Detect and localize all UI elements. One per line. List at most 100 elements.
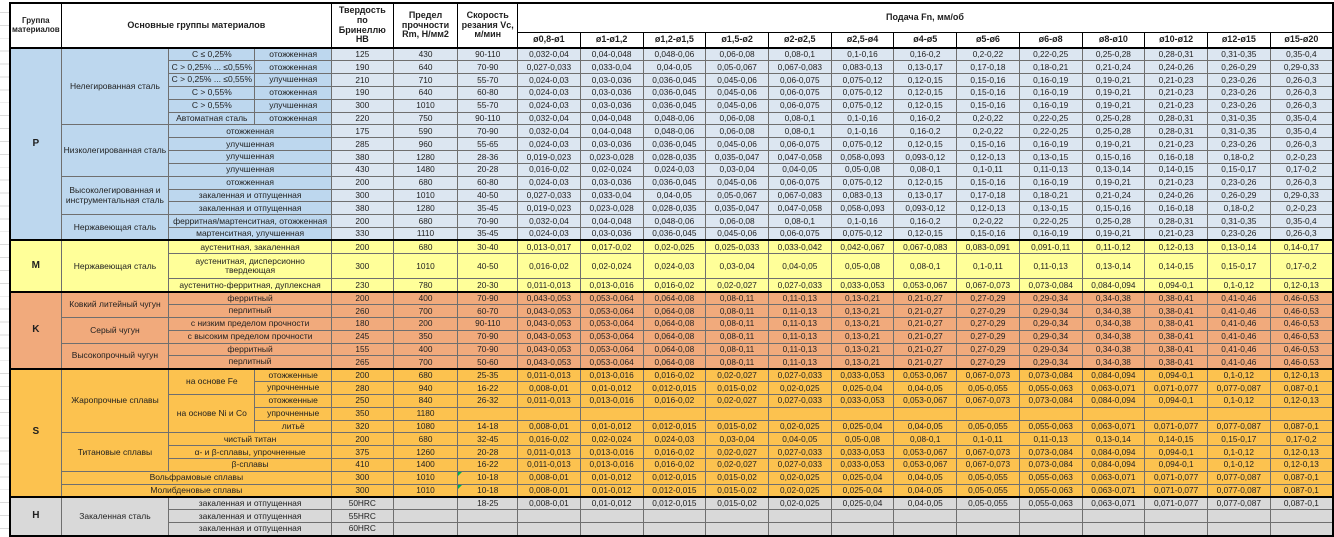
strength-cell: 750 — [392, 111, 459, 126]
feed-cell: 0,13-0,21 — [830, 290, 895, 306]
feed-cell: 0,19-0,21 — [1081, 227, 1146, 241]
material-row: α- и β-сплавы, упрочненные 375 1260 20-28 0,… — [10, 445, 1334, 460]
feed-cell: 0,071-0,077 — [1144, 483, 1208, 498]
feed-cell: 0,29-0,34 — [1018, 304, 1083, 318]
feed-cell: 0,067-0,083 — [893, 239, 958, 254]
hardness-cell: 200 — [330, 214, 394, 229]
feed-cell: 0,04-0,05 — [642, 60, 707, 75]
feed-cell: 0,29-0,34 — [1018, 329, 1083, 344]
feed-cell — [830, 406, 895, 421]
feed-col-header-12: ø15-ø20 — [1269, 32, 1334, 49]
material-row: Нержавеющая сталь ферритная/мартенситная,… — [10, 214, 1334, 241]
feed-cell: 0,12-0,13 — [1269, 393, 1334, 408]
material-row: закаленная и отпущенная 380 1280 35-45 0,019… — [10, 201, 1334, 216]
feed-cell: 0,067-0,073 — [956, 278, 1020, 293]
feed-cell: 0,21-0,23 — [1144, 73, 1208, 87]
feed-cell: 0,024-0,03 — [642, 432, 707, 447]
material-label: отожженная — [254, 85, 332, 100]
feed-cell: 0,08-0,11 — [705, 316, 769, 331]
material-row: Автоматная сталь отожженная 220 750 90-110 0,… — [10, 111, 1334, 126]
feed-cell: 0,087-0,1 — [1269, 496, 1334, 511]
feed-cell: 0,04-0,05 — [767, 252, 832, 280]
feed-cell: 0,055-0,063 — [1018, 381, 1083, 395]
feed-cell — [1269, 406, 1334, 421]
feed-cell: 0,34-0,38 — [1081, 355, 1146, 370]
feed-col-header-1: ø1-ø1,2 — [579, 32, 644, 49]
material-row: Молибденовые сплавы 300 1010 10-18 0,008-0,0… — [10, 483, 1334, 498]
feed-cell — [1081, 406, 1146, 421]
feed-cell: 0,28-0,31 — [1144, 124, 1208, 139]
feed-cell: 0,11-0,13 — [767, 329, 832, 344]
feed-cell: 0,41-0,46 — [1206, 355, 1271, 370]
feed-cell: 0,05-0,08 — [830, 252, 895, 280]
feed-cell: 0,06-0,075 — [767, 98, 832, 113]
feed-cell: 0,29-0,33 — [1269, 188, 1334, 203]
feed-cell: 0,16-0,2 — [893, 47, 958, 62]
feed-cell: 0,38-0,41 — [1144, 290, 1208, 306]
feed-cell: 0,34-0,38 — [1081, 316, 1146, 331]
feed-cell: 0,27-0,29 — [956, 304, 1020, 318]
feed-cell — [1018, 406, 1083, 421]
feed-cell: 0,34-0,38 — [1081, 329, 1146, 344]
material-label: закаленная и отпущенная — [168, 188, 332, 203]
hardness-cell: 200 — [330, 290, 394, 306]
material-row: мартенситная, улучшенная 330 1110 35-45 0,02… — [10, 227, 1334, 241]
strength-cell: 840 — [392, 393, 459, 408]
feed-cell — [1206, 406, 1271, 421]
feed-cell: 0,08-0,1 — [893, 432, 958, 447]
feed-cell: 0,1-0,12 — [1206, 458, 1271, 472]
feed-cell: 0,083-0,13 — [830, 60, 895, 75]
table-body: P Нелегированная сталь C ≤ 0,25% отожженная… — [9, 46, 1334, 537]
material-row: аустенитная, дисперсионно твердеющая 300 1… — [10, 252, 1334, 280]
header-brinell-hardness: Твердость по Бринеллю HB — [330, 2, 394, 49]
feed-cell: 0,043-0,053 — [517, 290, 581, 306]
feed-col-header-4: ø2-ø2,5 — [767, 32, 832, 49]
material-label: отожженные — [254, 393, 332, 408]
hardness-cell: 265 — [330, 355, 394, 370]
feed-cell: 0,06-0,075 — [767, 227, 832, 241]
header-material-group: Группа материалов — [9, 2, 62, 49]
feed-cell: 0,047-0,058 — [767, 201, 832, 216]
material-label: ферритная/мартенситная, отожженная — [168, 214, 332, 229]
feed-cell — [767, 509, 832, 524]
feed-cell: 0,11-0,13 — [767, 290, 832, 306]
material-label: закаленная и отпущенная — [168, 509, 332, 524]
feed-cell: 0,12-0,15 — [893, 137, 958, 152]
feed-cell: 0,024-0,03 — [517, 175, 581, 190]
feed-cell: 0,15-0,16 — [1081, 150, 1146, 164]
feed-cell: 0,01-0,012 — [579, 419, 644, 434]
feed-cell: 0,23-0,26 — [1206, 175, 1271, 190]
feed-cell: 0,016-0,02 — [642, 393, 707, 408]
hardness-cell: 300 — [330, 188, 394, 203]
feed-cell: 0,06-0,08 — [705, 47, 769, 62]
strength-cell: 400 — [392, 290, 459, 306]
feed-cell: 0,31-0,35 — [1206, 214, 1271, 229]
hardness-cell: 210 — [330, 73, 394, 87]
material-row: C > 0,55% отожженная 190 640 60-80 0,024-0,03… — [10, 85, 1334, 100]
strength-cell: 400 — [392, 342, 459, 357]
feed-col-header-7: ø5-ø6 — [956, 32, 1020, 49]
feed-cell: 0,21-0,27 — [893, 342, 958, 357]
feed-cell: 0,012-0,015 — [642, 483, 707, 498]
feed-cell: 0,03-0,036 — [579, 227, 644, 241]
speed-cell: 18-25 — [457, 496, 519, 511]
feed-cell: 0,036-0,045 — [642, 73, 707, 87]
feed-cell: 0,094-0,1 — [1144, 458, 1208, 472]
feed-cell: 0,091-0,11 — [1018, 239, 1083, 254]
feed-cell: 0,023-0,028 — [579, 201, 644, 216]
feed-cell: 0,38-0,41 — [1144, 329, 1208, 344]
material-row: M Нержавеющая сталь аустенитная, закаленна… — [9, 239, 1334, 293]
feed-cell: 0,26-0,3 — [1269, 98, 1334, 113]
feed-cell: 0,067-0,073 — [956, 458, 1020, 472]
material-row: улучшенная 430 1480 20-28 0,016-0,02 0,02-0,0… — [10, 162, 1334, 177]
strength-cell: 940 — [392, 381, 459, 395]
feed-cell: 0,22-0,25 — [1018, 111, 1083, 126]
group-letter-M: M — [9, 239, 62, 293]
feed-cell: 0,16-0,19 — [1018, 137, 1083, 152]
feed-cell: 0,03-0,04 — [705, 162, 769, 177]
material-label: аустенитная, закаленная — [168, 239, 332, 254]
feed-cell: 0,13-0,21 — [830, 329, 895, 344]
feed-cell — [1269, 522, 1334, 536]
feed-cell: 0,16-0,2 — [893, 124, 958, 139]
feed-cell: 0,013-0,016 — [579, 367, 644, 383]
